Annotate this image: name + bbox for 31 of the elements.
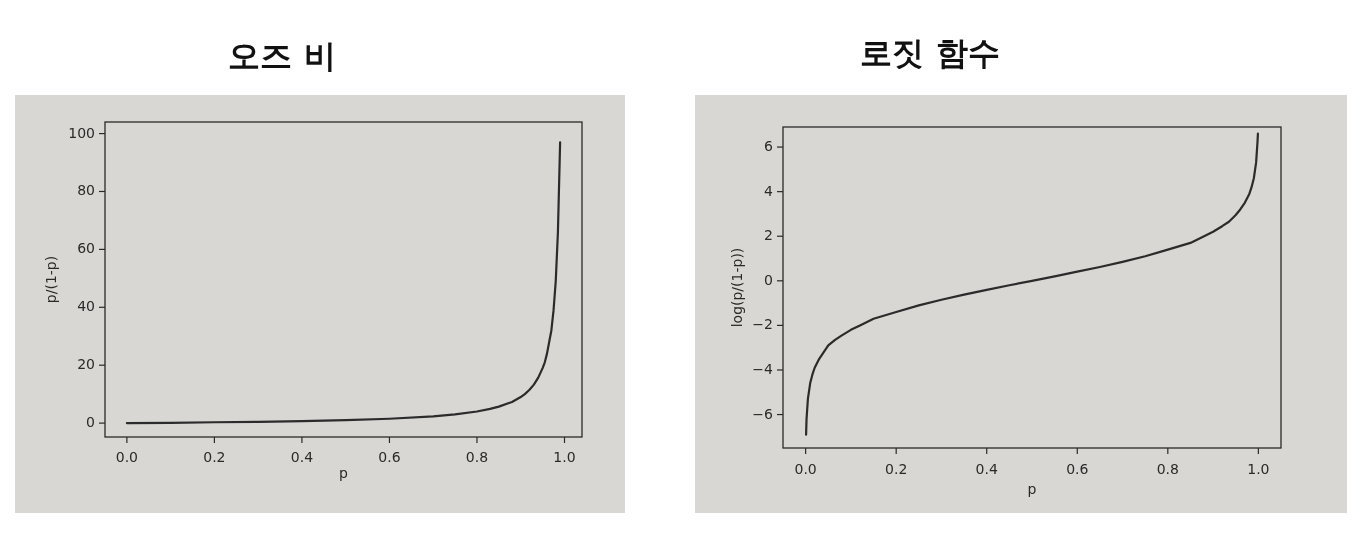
x-tick-label: 0.4 <box>290 449 314 465</box>
x-tick-label: 0.0 <box>115 449 139 465</box>
x-axis-title: p <box>1027 481 1037 497</box>
y-tick-label: −4 <box>752 360 774 377</box>
y-tick-label: −2 <box>752 316 773 333</box>
x-tick-label: 0.0 <box>794 461 817 477</box>
y-tick-label: 80 <box>77 182 95 199</box>
x-tick-label: 1.0 <box>553 449 576 465</box>
y-tick-label: −6 <box>752 405 774 422</box>
x-tick-label: 0.8 <box>465 449 489 465</box>
x-tick-label: 0.8 <box>1156 461 1179 477</box>
y-tick-label: 60 <box>77 240 95 257</box>
x-tick-label: 0.6 <box>378 449 401 465</box>
x-tick-label: 0.2 <box>885 461 908 477</box>
y-tick-label: 40 <box>77 298 95 315</box>
x-tick-label: 0.2 <box>203 449 226 465</box>
y-tick-label: 6 <box>764 138 774 155</box>
y-tick-label: 20 <box>77 356 95 373</box>
chart-title: 로짓 함수 <box>860 34 1000 72</box>
x-tick-label: 0.6 <box>1066 461 1089 477</box>
x-tick-label: 0.4 <box>975 461 998 477</box>
x-tick-label: 1.0 <box>1247 461 1270 477</box>
x-axis-title: p <box>339 465 349 481</box>
y-axis-title: p/(1-p) <box>43 255 59 304</box>
y-tick-label: 2 <box>764 227 773 244</box>
y-axis-title: log(p/(1-p)) <box>729 247 745 328</box>
y-tick-label: 4 <box>764 182 774 199</box>
y-tick-label: 0 <box>764 271 773 288</box>
y-tick-label: 100 <box>68 124 95 141</box>
y-tick-label: 0 <box>86 414 95 431</box>
chart-title: 오즈 비 <box>228 37 336 75</box>
